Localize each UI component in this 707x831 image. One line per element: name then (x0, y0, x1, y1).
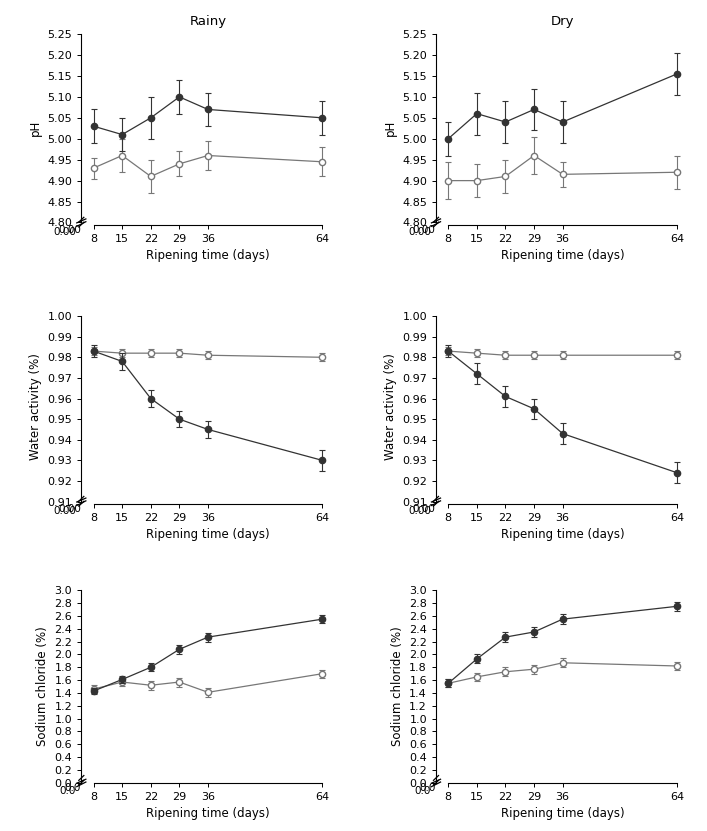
Text: 0.00: 0.00 (53, 228, 76, 238)
Text: 0.00: 0.00 (413, 504, 436, 514)
Y-axis label: Water activity (%): Water activity (%) (383, 353, 397, 460)
Text: 0.0: 0.0 (64, 783, 81, 793)
Y-axis label: pH: pH (29, 120, 42, 135)
Y-axis label: Water activity (%): Water activity (%) (29, 353, 42, 460)
Y-axis label: Sodium chloride (%): Sodium chloride (%) (36, 626, 49, 745)
Text: 0.00: 0.00 (413, 224, 436, 235)
X-axis label: Ripening time (days): Ripening time (days) (146, 529, 270, 541)
Text: 0.0: 0.0 (414, 785, 431, 795)
Title: Rainy: Rainy (189, 15, 226, 28)
Text: 0.00: 0.00 (58, 504, 81, 514)
X-axis label: Ripening time (days): Ripening time (days) (501, 249, 624, 262)
Y-axis label: pH: pH (383, 120, 397, 135)
Text: 0.00: 0.00 (408, 506, 431, 516)
Title: Dry: Dry (551, 15, 574, 28)
Text: 0.0: 0.0 (419, 783, 436, 793)
X-axis label: Ripening time (days): Ripening time (days) (146, 808, 270, 820)
X-axis label: Ripening time (days): Ripening time (days) (501, 808, 624, 820)
Y-axis label: Sodium chloride (%): Sodium chloride (%) (390, 626, 404, 745)
Text: 0.00: 0.00 (58, 224, 81, 235)
X-axis label: Ripening time (days): Ripening time (days) (146, 249, 270, 262)
Text: 0.00: 0.00 (408, 228, 431, 238)
Text: 0.0: 0.0 (60, 785, 76, 795)
Text: 0.00: 0.00 (53, 506, 76, 516)
X-axis label: Ripening time (days): Ripening time (days) (501, 529, 624, 541)
